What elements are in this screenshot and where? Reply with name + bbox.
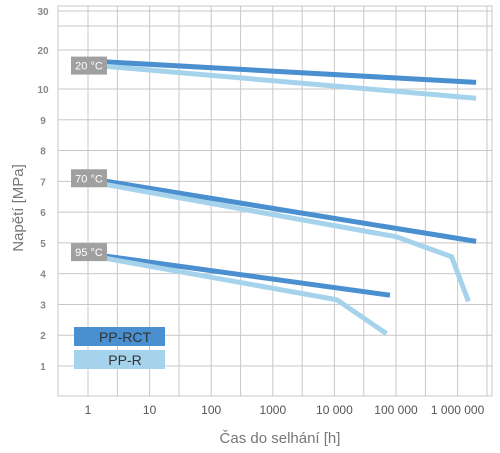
x-tick-label: 10 <box>143 403 157 417</box>
temperature-badge <box>71 56 107 75</box>
temperature-badge <box>71 169 107 188</box>
x-tick-label: 10 000 <box>316 403 353 417</box>
y-tick-label: 6 <box>40 208 46 219</box>
legend-swatch <box>74 350 165 369</box>
series-lines <box>87 58 477 336</box>
temperature-label: 20 °C <box>75 61 103 73</box>
x-tick-label: 1 000 000 <box>431 403 485 417</box>
x-tick-label: 100 000 <box>374 403 418 417</box>
y-tick-label: 30 <box>37 7 49 18</box>
y-tick-label: 5 <box>40 239 46 250</box>
series-line <box>87 178 471 303</box>
plot-frame <box>57 5 493 397</box>
legend-swatch <box>74 327 165 346</box>
x-tick-label: 100 <box>201 403 221 417</box>
x-axis-title: Čas do selhání [h] <box>220 430 341 447</box>
series-line <box>87 62 477 101</box>
y-tick-label: 1 <box>40 362 46 373</box>
axis-ticks: 1 2 3 4 5 6 7 8 9 10 20 30 1 10 100 1000 10 000 100 000 1 … <box>37 7 484 417</box>
temperature-badge <box>71 243 107 262</box>
y-axis-title: Napětí [MPa] <box>10 164 27 252</box>
grid <box>57 5 493 397</box>
temperature-label: 95 °C <box>75 247 103 259</box>
y-tick-label: 4 <box>40 270 46 281</box>
series-line <box>87 175 477 244</box>
series-line <box>87 58 477 85</box>
temperature-label: 70 °C <box>75 173 103 185</box>
y-tick-label: 8 <box>40 147 46 158</box>
y-tick-label: 9 <box>40 116 46 127</box>
series-line <box>87 251 391 298</box>
legend-label: PP-RCT <box>99 329 152 345</box>
x-tick-label: 1000 <box>259 403 286 417</box>
series-line <box>87 252 388 336</box>
y-tick-label: 3 <box>40 300 46 311</box>
y-tick-label: 10 <box>37 85 49 96</box>
y-tick-label: 20 <box>37 46 49 57</box>
y-tick-label: 7 <box>40 177 46 188</box>
legend: PP-RCT PP-R <box>74 327 165 369</box>
x-tick-label: 1 <box>85 403 92 417</box>
legend-label: PP-R <box>108 352 141 368</box>
y-tick-label: 2 <box>40 331 46 342</box>
temperature-badges: 20 °C 70 °C 95 °C <box>71 56 107 262</box>
